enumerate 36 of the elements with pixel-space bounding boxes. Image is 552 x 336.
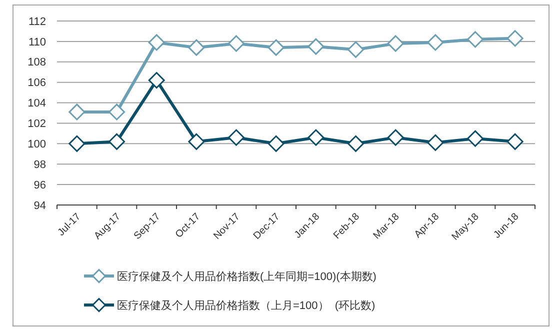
point: [347, 135, 364, 152]
point: [68, 135, 86, 152]
legend-label: 医疗保健及个人用品价格指数(上年同期=100)(本期数): [117, 270, 376, 283]
point: [68, 104, 86, 120]
point: [228, 35, 245, 52]
point: [108, 104, 126, 120]
y-tick-label: 102: [28, 118, 46, 130]
legend-label: 医疗保健及个人用品价格指数（上月=100） (环比数): [117, 298, 376, 312]
point: [387, 35, 404, 52]
y-tick-label: 100: [28, 138, 46, 151]
y-tick-label: 104: [28, 98, 46, 110]
y-tick-label: 96: [34, 179, 46, 192]
point: [427, 134, 444, 151]
y-tick-label: 98: [34, 158, 46, 171]
y-tick-label: 110: [28, 36, 46, 48]
point: [268, 39, 284, 56]
point: [188, 133, 205, 150]
point: [347, 41, 364, 58]
point: [308, 38, 324, 55]
point: [148, 72, 165, 89]
point: [506, 30, 524, 47]
y-tick-label: 112: [28, 16, 46, 28]
point: [268, 135, 284, 152]
y-tick-label: 106: [28, 77, 46, 90]
point: [427, 34, 444, 51]
point: [506, 133, 524, 150]
point: [108, 133, 126, 150]
point: [228, 129, 245, 146]
y-tick-label: 94: [34, 200, 46, 212]
point: [466, 31, 484, 48]
point: [308, 129, 324, 146]
point: [466, 130, 484, 147]
y-tick-label: 108: [28, 56, 46, 69]
point: [387, 129, 404, 146]
point: [188, 39, 205, 56]
point: [148, 34, 165, 51]
